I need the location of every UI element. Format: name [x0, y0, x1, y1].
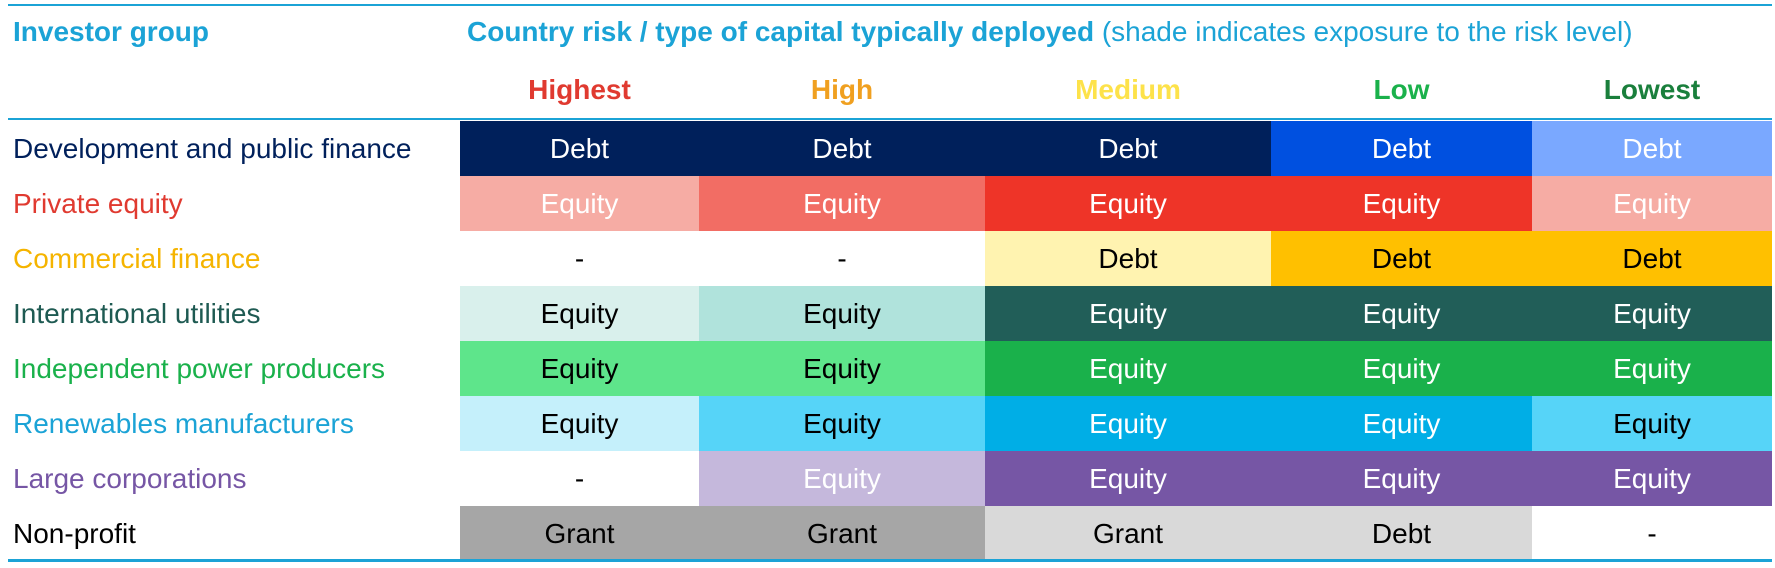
table-cell: Equity	[1532, 396, 1772, 451]
table-cell: Debt	[985, 231, 1271, 286]
table-cell: Equity	[699, 286, 985, 341]
table-cell: -	[460, 231, 699, 286]
bottom-rule	[8, 559, 1772, 562]
table-cell: Equity	[460, 176, 699, 231]
table-cell: Equity	[460, 286, 699, 341]
table-cell: -	[1532, 506, 1772, 561]
table-cell: -	[460, 451, 699, 506]
title-note: (shade indicates exposure to the risk le…	[1094, 16, 1633, 47]
table-cell: Equity	[1532, 176, 1772, 231]
table-cell: Grant	[699, 506, 985, 561]
column-header-highest: Highest	[528, 74, 631, 105]
table-cell: Equity	[1271, 286, 1532, 341]
table-cell: Equity	[985, 176, 1271, 231]
table-cell: -	[699, 231, 985, 286]
row-label: Large corporations	[13, 463, 247, 494]
table-cell: Debt	[1271, 121, 1532, 176]
table-cell: Equity	[985, 451, 1271, 506]
row-label: Renewables manufacturers	[13, 408, 354, 439]
table-cell: Equity	[985, 341, 1271, 396]
header-rule	[8, 118, 1772, 120]
table-cell: Debt	[985, 121, 1271, 176]
top-rule	[8, 4, 1772, 6]
table-cell: Debt	[1532, 231, 1772, 286]
table-cell: Equity	[699, 396, 985, 451]
title-bold: Country risk / type of capital typically…	[467, 16, 1095, 47]
table-cell: Debt	[460, 121, 699, 176]
column-header-high: High	[810, 74, 874, 105]
table-cell: Equity	[1532, 451, 1772, 506]
row-label: Development and public finance	[13, 133, 412, 164]
table-cell: Debt	[1532, 121, 1772, 176]
row-label: Independent power producers	[13, 353, 386, 384]
column-header-low: Low	[1373, 74, 1430, 105]
investor-group-header: Investor group	[13, 16, 210, 47]
table-cell: Debt	[1271, 231, 1532, 286]
table-cell: Equity	[1532, 286, 1772, 341]
table-cell: Equity	[460, 341, 699, 396]
table-cell: Equity	[1532, 341, 1772, 396]
table-cell: Equity	[985, 396, 1271, 451]
table-cell: Equity	[460, 396, 699, 451]
table-cell: Debt	[699, 121, 985, 176]
table-cell: Equity	[1271, 176, 1532, 231]
table-cell: Equity	[1271, 396, 1532, 451]
table-cell: Equity	[699, 176, 985, 231]
table-cell: Equity	[985, 286, 1271, 341]
table-cell: Equity	[699, 341, 985, 396]
table-cell: Debt	[1271, 506, 1532, 561]
table-title: Country risk / type of capital typically…	[467, 16, 1633, 48]
table-cell: Grant	[985, 506, 1271, 561]
table-cell: Equity	[699, 451, 985, 506]
row-label: International utilities	[13, 298, 261, 329]
table-cell: Grant	[460, 506, 699, 561]
column-header-lowest: Lowest	[1603, 74, 1701, 105]
row-label: Commercial finance	[13, 243, 261, 274]
table-cell: Equity	[1271, 341, 1532, 396]
table-cell: Equity	[1271, 451, 1532, 506]
row-label: Private equity	[13, 188, 183, 219]
row-label: Non-profit	[13, 518, 136, 549]
column-header-medium: Medium	[1075, 74, 1181, 105]
